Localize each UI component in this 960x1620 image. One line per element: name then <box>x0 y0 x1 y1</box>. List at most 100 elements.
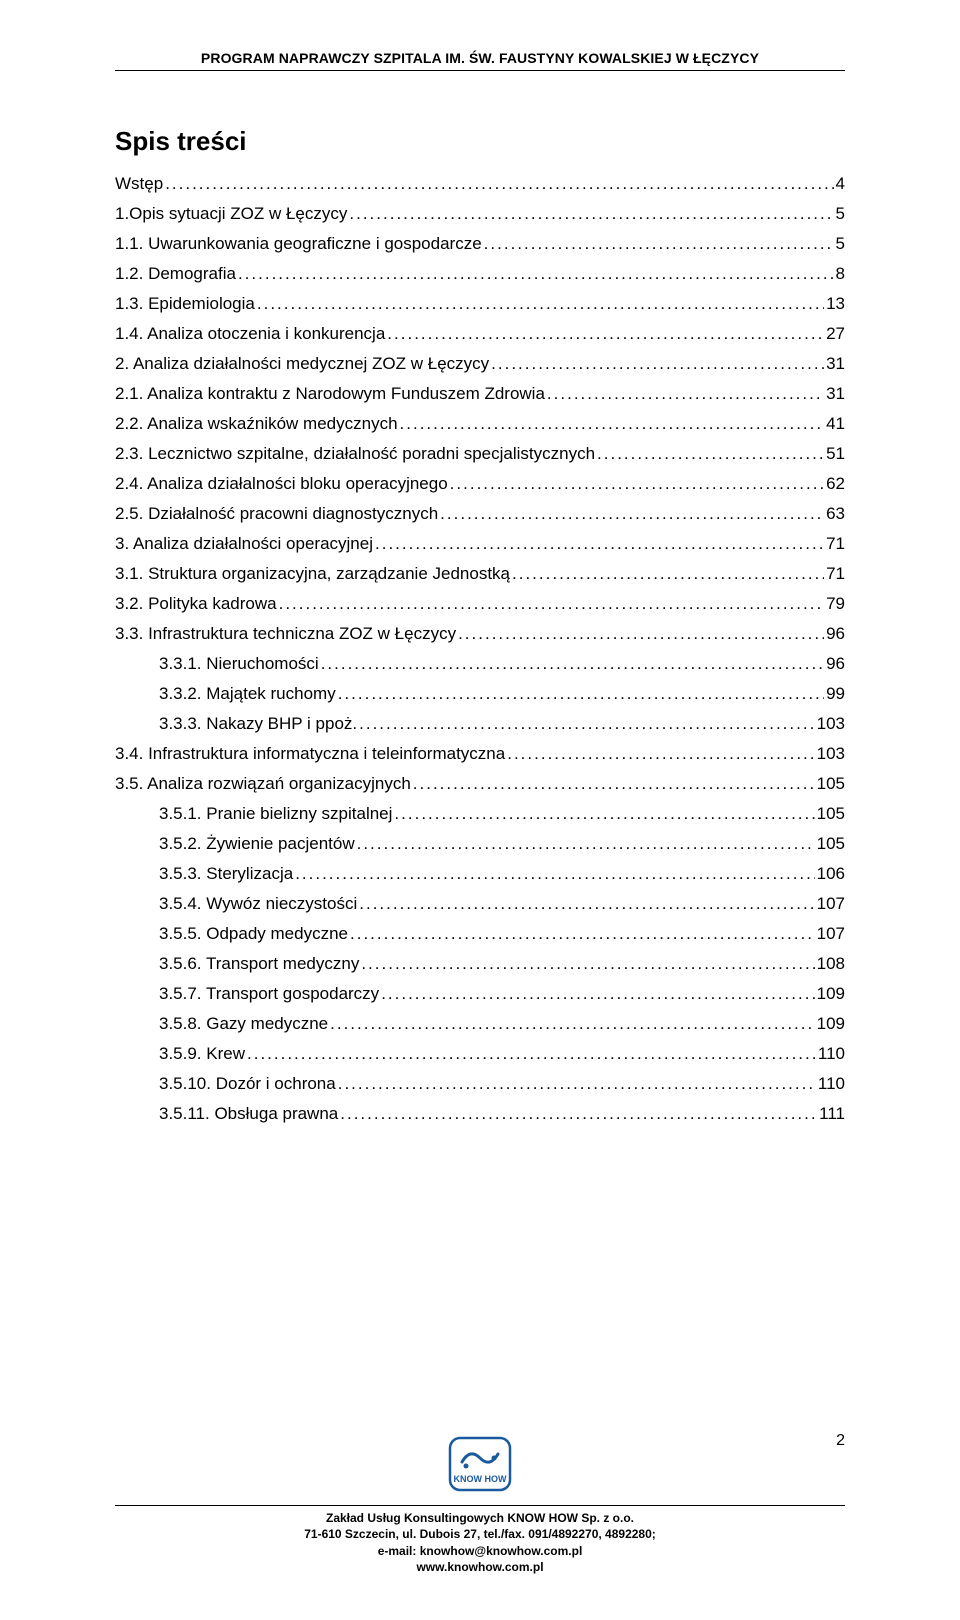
toc-entry: 1.4. Analiza otoczenia i konkurencja 27 <box>115 325 845 342</box>
toc-entry-label: 1.3. Epidemiologia <box>115 295 255 312</box>
toc-entry-label: 3.5.10. Dozór i ochrona <box>159 1075 336 1092</box>
toc-entry: 2.3. Lecznictwo szpitalne, działalność p… <box>115 445 845 462</box>
footer-text-block: Zakład Usług Konsultingowych KNOW HOW Sp… <box>115 1510 845 1575</box>
toc-leader-dots <box>458 625 824 642</box>
toc-leader-dots <box>357 835 815 852</box>
toc-entry: 1.Opis sytuacji ZOZ w Łęczycy5 <box>115 205 845 222</box>
toc-entry-page: 71 <box>826 565 845 582</box>
toc-entry-label: 3.3.1. Nieruchomości <box>159 655 319 672</box>
toc-entry-label: 1.4. Analiza otoczenia i konkurencja <box>115 325 385 342</box>
toc-leader-dots <box>413 775 815 792</box>
toc-entry: Wstęp 4 <box>115 175 845 192</box>
toc-leader-dots <box>238 265 834 282</box>
toc-entry-label: 3.3. Infrastruktura techniczna ZOZ w Łęc… <box>115 625 456 642</box>
toc-entry-label: 3.5.6. Transport medyczny <box>159 955 359 972</box>
toc-entry: 3.5.11. Obsługa prawna111 <box>115 1105 845 1122</box>
knowhow-logo-icon: KNOW HOW <box>446 1434 514 1499</box>
toc-entry-page: 41 <box>826 415 845 432</box>
toc-entry-page: 108 <box>817 955 845 972</box>
toc-entry-page: 13 <box>826 295 845 312</box>
toc-entry: 3.5. Analiza rozwiązań organizacyjnych10… <box>115 775 845 792</box>
toc-entry-label: 1.1. Uwarunkowania geograficzne i gospod… <box>115 235 482 252</box>
toc-entry-page: 27 <box>826 325 845 342</box>
toc-entry-page: 103 <box>817 745 845 762</box>
toc-entry: 2.1. Analiza kontraktu z Narodowym Fundu… <box>115 385 845 402</box>
document-header: PROGRAM NAPRAWCZY SZPITALA IM. ŚW. FAUST… <box>115 50 845 71</box>
toc-leader-dots <box>340 1105 817 1122</box>
toc-leader-dots <box>295 865 814 882</box>
toc-entry-page: 51 <box>826 445 845 462</box>
toc-entry-label: 3. Analiza działalności operacyjnej <box>115 535 373 552</box>
toc-entry-page: 4 <box>836 175 845 192</box>
footer-line-4: www.knowhow.com.pl <box>115 1559 845 1575</box>
toc-entry-page: 79 <box>826 595 845 612</box>
toc-entry-label: 3.5.1. Pranie bielizny szpitalnej <box>159 805 392 822</box>
toc-entry-page: 111 <box>819 1105 845 1122</box>
toc-leader-dots <box>381 985 814 1002</box>
toc-entry: 3.5.4. Wywóz nieczystości 107 <box>115 895 845 912</box>
toc-entry-label: 3.3.3. Nakazy BHP i ppoż. <box>159 715 357 732</box>
toc-leader-dots <box>359 715 815 732</box>
toc-entry-label: 3.3.2. Majątek ruchomy <box>159 685 336 702</box>
toc-entry: 3.5.10. Dozór i ochrona 110 <box>115 1075 845 1092</box>
toc-entry-page: 106 <box>817 865 845 882</box>
toc-entry: 3.3.2. Majątek ruchomy99 <box>115 685 845 702</box>
toc-entry: 3.5.6. Transport medyczny 108 <box>115 955 845 972</box>
toc-entry-label: 3.1. Struktura organizacyjna, zarządzani… <box>115 565 510 582</box>
toc-entry: 3.3.1. Nieruchomości96 <box>115 655 845 672</box>
toc-entry: 3.1. Struktura organizacyjna, zarządzani… <box>115 565 845 582</box>
toc-leader-dots <box>349 205 833 222</box>
toc-entry-label: 1.Opis sytuacji ZOZ w Łęczycy <box>115 205 347 222</box>
toc-entry: 2.4. Analiza działalności bloku operacyj… <box>115 475 845 492</box>
toc-entry-page: 105 <box>817 775 845 792</box>
toc-leader-dots <box>321 655 824 672</box>
toc-entry: 3.3.3. Nakazy BHP i ppoż.103 <box>115 715 845 732</box>
toc-entry: 3.3. Infrastruktura techniczna ZOZ w Łęc… <box>115 625 845 642</box>
svg-text:KNOW HOW: KNOW HOW <box>454 1474 507 1484</box>
toc-entry-page: 31 <box>826 355 845 372</box>
toc-entry-page: 109 <box>817 985 845 1002</box>
toc-entry-label: 3.5.3. Sterylizacja <box>159 865 293 882</box>
toc-leader-dots <box>338 1075 816 1092</box>
toc-leader-dots <box>375 535 824 552</box>
toc-entry-page: 63 <box>826 505 845 522</box>
toc-entry-page: 110 <box>818 1045 845 1062</box>
toc-entry-page: 105 <box>817 805 845 822</box>
toc-entry-page: 96 <box>826 625 845 642</box>
toc-entry-label: 2.3. Lecznictwo szpitalne, działalność p… <box>115 445 595 462</box>
toc-entry-page: 71 <box>826 535 845 552</box>
toc-entry: 3.4. Infrastruktura informatyczna i tele… <box>115 745 845 762</box>
toc-entry: 3.5.8. Gazy medyczne109 <box>115 1015 845 1032</box>
toc-leader-dots <box>338 685 824 702</box>
footer-line-1: Zakład Usług Konsultingowych KNOW HOW Sp… <box>115 1510 845 1526</box>
toc-entry-label: 2. Analiza działalności medycznej ZOZ w … <box>115 355 489 372</box>
toc-entry: 3. Analiza działalności operacyjnej 71 <box>115 535 845 552</box>
toc-entry-label: 1.2. Demografia <box>115 265 236 282</box>
toc-entry-page: 107 <box>817 895 845 912</box>
toc-entry-label: 3.5.9. Krew <box>159 1045 245 1062</box>
toc-entry-page: 110 <box>818 1075 845 1092</box>
header-title: PROGRAM NAPRAWCZY SZPITALA IM. ŚW. FAUST… <box>115 50 845 66</box>
toc-entry: 2.2. Analiza wskaźników medycznych 41 <box>115 415 845 432</box>
toc-entry-label: Wstęp <box>115 175 163 192</box>
toc-leader-dots <box>361 955 814 972</box>
toc-entry-label: 3.5.4. Wywóz nieczystości <box>159 895 357 912</box>
toc-leader-dots <box>387 325 824 342</box>
header-rule <box>115 70 845 71</box>
toc-entry-page: 105 <box>817 835 845 852</box>
toc-leader-dots <box>450 475 824 492</box>
toc-entry: 3.5.3. Sterylizacja 106 <box>115 865 845 882</box>
toc-entry-label: 2.2. Analiza wskaźników medycznych <box>115 415 398 432</box>
toc-leader-dots <box>491 355 824 372</box>
toc-entry: 3.5.5. Odpady medyczne107 <box>115 925 845 942</box>
toc-leader-dots <box>484 235 834 252</box>
toc-leader-dots <box>165 175 833 192</box>
toc-leader-dots <box>400 415 825 432</box>
toc-leader-dots <box>247 1045 816 1062</box>
toc-entry-page: 62 <box>826 475 845 492</box>
footer-line-3: e-mail: knowhow@knowhow.com.pl <box>115 1543 845 1559</box>
toc-entry-page: 109 <box>817 1015 845 1032</box>
document-footer: KNOW HOW Zakład Usług Konsultingowych KN… <box>115 1434 845 1575</box>
toc-entry: 2. Analiza działalności medycznej ZOZ w … <box>115 355 845 372</box>
toc-leader-dots <box>512 565 824 582</box>
